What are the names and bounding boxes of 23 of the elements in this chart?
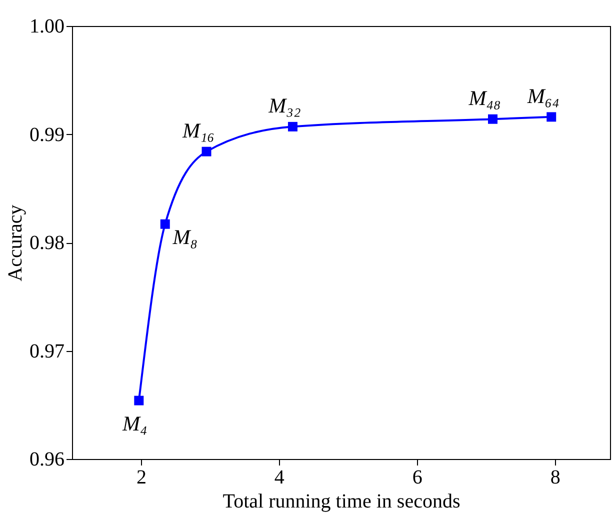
point: [134, 396, 144, 406]
y-tick-label: 1.00: [30, 16, 64, 38]
point: [288, 122, 298, 132]
y-tick-label: 0.98: [30, 232, 64, 254]
x-tick-label: 2: [136, 466, 146, 488]
annotation: M₄₈: [468, 86, 501, 110]
point: [546, 112, 556, 122]
x-tick-label: 6: [412, 466, 422, 488]
annotation: M₃₂: [268, 94, 301, 118]
x-axis-title: Total running time in seconds: [222, 490, 460, 512]
annotation: M₄: [122, 412, 148, 436]
annotation: M₁₆: [181, 118, 215, 143]
y-tick-label: 0.97: [30, 340, 64, 362]
y-tick-label: 0.96: [30, 448, 64, 470]
annotation: M₆₄: [526, 84, 560, 108]
y-axis-title: Accuracy: [4, 204, 26, 282]
point: [160, 219, 170, 229]
point: [488, 114, 498, 124]
annotation: M₈: [172, 225, 198, 250]
x-tick-label: 4: [274, 466, 284, 488]
y-tick-label: 0.99: [30, 124, 64, 146]
x-tick-label: 8: [550, 466, 560, 488]
point: [202, 146, 212, 156]
